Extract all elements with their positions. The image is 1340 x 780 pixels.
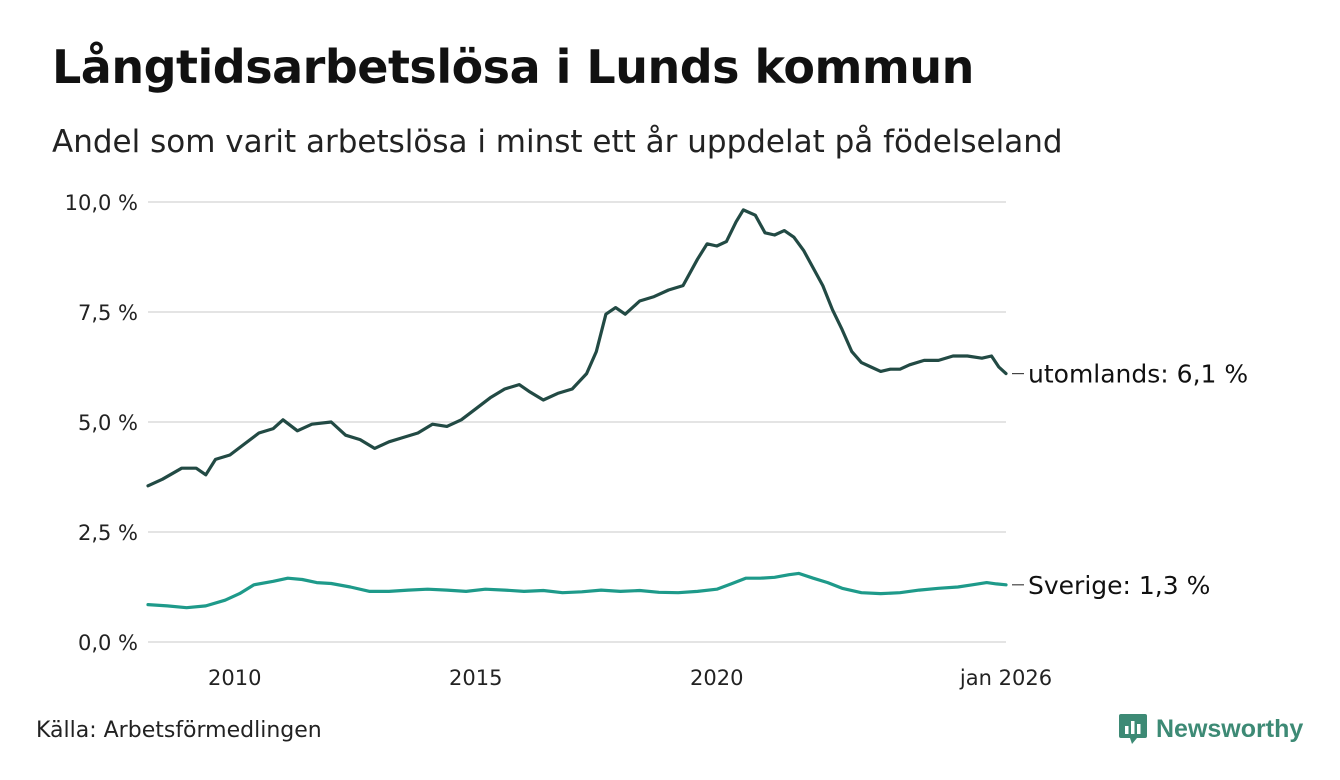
y-tick-label: 10,0 %: [65, 191, 138, 215]
chart-title: Långtidsarbetslösa i Lunds kommun: [52, 40, 974, 94]
series-layer: [146, 208, 1008, 610]
series-line-utomlands: [146, 208, 1008, 488]
grid-layer: [148, 201, 1006, 643]
y-tick-label: 7,5 %: [78, 301, 138, 325]
y-tick-label: 5,0 %: [78, 411, 138, 435]
y-tick-label: 2,5 %: [78, 521, 138, 545]
series-label-layer: utomlands: 6,1 % Sverige: 1,3 %: [1012, 360, 1248, 600]
series-end-label-utomlands: utomlands: 6,1 %: [1028, 360, 1248, 389]
chart-subtitle: Andel som varit arbetslösa i minst ett å…: [52, 124, 1063, 160]
x-tick-label: jan 2026: [959, 666, 1052, 690]
brand-logo[interactable]: Newsworthy: [1118, 712, 1303, 746]
x-tick-label: 2020: [690, 666, 743, 690]
axis-layer: 0,0 % 2,5 % 5,0 % 7,5 % 10,0 % 2010 2015 2020 ja…: [65, 191, 1052, 690]
series-end-label-sverige: Sverige: 1,3 %: [1028, 571, 1210, 600]
source-note: Källa: Arbetsförmedlingen: [36, 718, 322, 743]
x-tick-label: 2010: [208, 666, 261, 690]
y-tick-label: 0,0 %: [78, 631, 138, 655]
brand-name: Newsworthy: [1156, 714, 1304, 743]
x-tick-label: 2015: [449, 666, 502, 690]
newsworthy-logo-icon: [1119, 714, 1147, 744]
series-line-sverige: [146, 571, 1008, 610]
